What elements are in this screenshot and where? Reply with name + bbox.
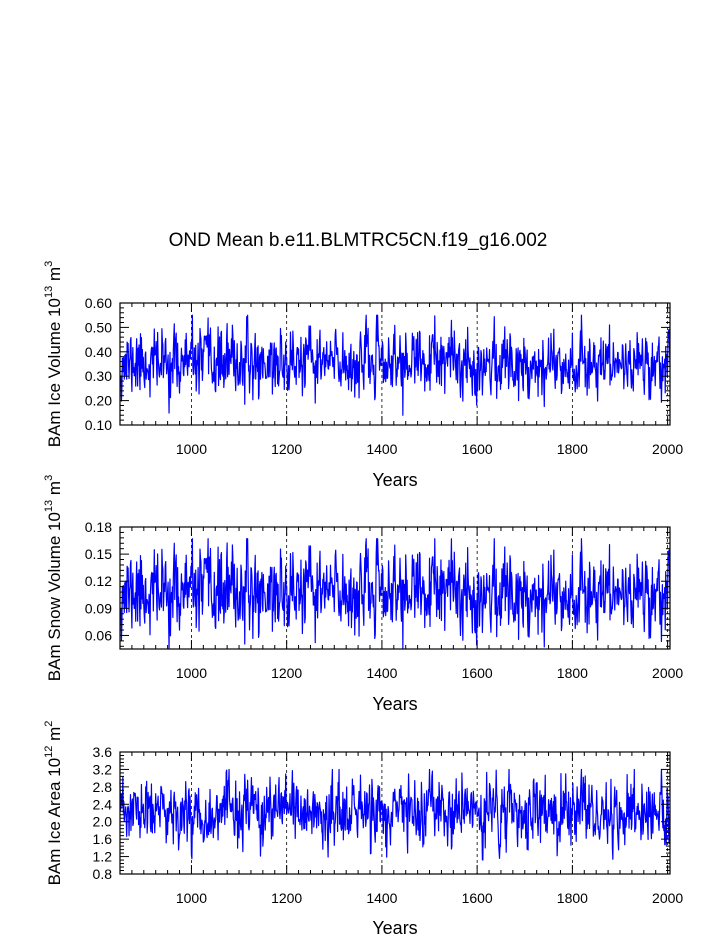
x-tick-label: 1400 — [366, 665, 397, 681]
y-tick-label: 3.2 — [93, 761, 113, 777]
y-axis-title-text: BAm Snow Volume 10 — [45, 512, 64, 681]
x-tick-label: 1800 — [557, 665, 588, 681]
panel-1: 1000 1200 1400 1600 1800 2000 0.10 0.20 0.30 0.40… — [43, 261, 683, 490]
y-axis-title-text: BAm Ice Volume 10 — [45, 298, 64, 447]
y-tick-label: 0.50 — [85, 319, 112, 335]
y-axis-title-exponent: 13 — [43, 286, 55, 298]
y-tick-label: 0.10 — [85, 417, 112, 433]
series-line — [119, 538, 671, 650]
plot-frame — [119, 526, 671, 650]
y-tick-label: 0.12 — [85, 573, 112, 589]
x-tick-label: 1200 — [271, 890, 302, 906]
y-tick-label: 0.09 — [85, 600, 112, 616]
x-axis-title: Years — [372, 694, 417, 714]
x-tick-label: 1800 — [557, 890, 588, 906]
y-axis-title: BAm Snow Volume 1013 m3 — [43, 475, 64, 681]
y-tick-label: 3.6 — [93, 744, 113, 760]
y-axis-title-unit-exponent: 2 — [43, 721, 55, 727]
x-axis-title: Years — [372, 918, 417, 935]
y-tick-label: 1.2 — [93, 849, 113, 865]
y-tick-label: 0.06 — [85, 627, 112, 643]
y-tick-label: 0.40 — [85, 344, 112, 360]
y-tick-label: 2.0 — [93, 814, 113, 830]
x-tick-label: 1800 — [557, 441, 588, 457]
plot-frame — [119, 302, 671, 426]
y-tick-label: 0.18 — [85, 519, 112, 535]
y-axis-title-text: BAm Ice Area 10 — [45, 758, 64, 886]
x-tick-label: 1000 — [176, 665, 207, 681]
x-tick-label: 2000 — [652, 441, 683, 457]
x-tick-label: 1000 — [176, 441, 207, 457]
y-tick-label: 0.20 — [85, 393, 112, 409]
x-tick-label: 1600 — [462, 441, 493, 457]
x-tick-label: 1600 — [462, 890, 493, 906]
series-line — [119, 768, 671, 861]
y-tick-label: 0.30 — [85, 368, 112, 384]
plot-frame — [119, 751, 671, 875]
y-tick-label: 0.60 — [85, 295, 112, 311]
y-tick-label: 0.8 — [93, 866, 113, 882]
y-axis-title-unit: m — [45, 481, 64, 500]
y-axis-title-unit: m — [45, 727, 64, 746]
x-tick-label: 1200 — [271, 665, 302, 681]
chart-title: OND Mean b.e11.BLMTRC5CN.f19_g16.002 — [169, 230, 548, 251]
panel-3: 1000 1200 1400 1600 1800 20000.81.21.62.02.42… — [43, 721, 683, 935]
y-axis-title-exponent: 13 — [43, 500, 55, 512]
y-tick-label: 0.15 — [85, 546, 112, 562]
y-axis-title-unit-exponent: 3 — [43, 475, 55, 481]
panels: 1000 1200 1400 1600 1800 2000 0.10 0.20 0.30 0.40… — [43, 261, 683, 935]
x-tick-label: 1200 — [271, 441, 302, 457]
series-line — [119, 314, 671, 416]
panel-2: 1000 1200 1400 1600 1800 2000 0.06 0.09 0.12 0.15… — [43, 475, 683, 714]
x-tick-label: 1000 — [176, 890, 207, 906]
y-axis-title-unit: m — [45, 267, 64, 286]
x-tick-label: 2000 — [652, 665, 683, 681]
x-tick-label: 1400 — [366, 441, 397, 457]
y-axis-title: BAm Ice Volume 1013 m3 — [43, 261, 64, 448]
x-tick-label: 1600 — [462, 665, 493, 681]
y-axis-title-unit-exponent: 3 — [43, 261, 55, 267]
y-tick-label: 2.8 — [93, 779, 113, 795]
y-axis-title: BAm Ice Area 1012 m2 — [43, 721, 64, 886]
x-tick-label: 1400 — [366, 890, 397, 906]
x-axis-title: Years — [372, 470, 417, 490]
y-axis-title-exponent: 12 — [43, 746, 55, 758]
y-tick-label: 2.4 — [93, 796, 113, 812]
y-tick-label: 1.6 — [93, 831, 113, 847]
x-tick-label: 2000 — [652, 890, 683, 906]
